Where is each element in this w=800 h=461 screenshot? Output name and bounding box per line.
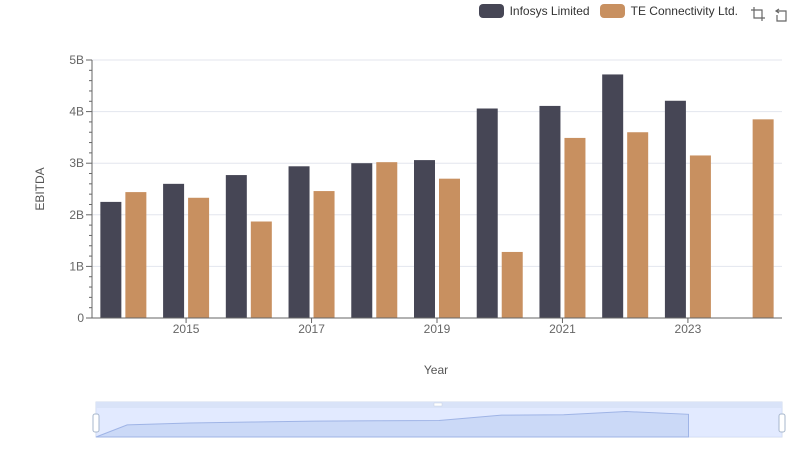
bar-te-connectivity-2019[interactable] <box>439 178 460 318</box>
y-axis: 0 1B 2B 3B 4B 5B <box>69 53 93 325</box>
x-tick-label: 2021 <box>549 322 576 336</box>
bar-infosys-2015[interactable] <box>163 183 185 318</box>
zoom-preview-line <box>95 410 689 438</box>
legend-label-te-connectivity: TE Connectivity Ltd. <box>630 4 738 18</box>
bar-te-connectivity-2018[interactable] <box>376 162 398 318</box>
zoom-right-handle[interactable] <box>778 413 786 433</box>
x-tick-label: 2015 <box>173 322 200 336</box>
y-axis-label: EBITDA <box>33 167 47 210</box>
x-axis: 2015 2017 2019 2021 2023 <box>92 317 782 336</box>
x-tick-label: 2017 <box>298 322 325 336</box>
legend-swatch-te-connectivity <box>599 4 625 18</box>
bar-infosys-2014[interactable] <box>100 201 122 318</box>
x-tick-label: 2023 <box>675 322 702 336</box>
bar-te-connectivity-2024[interactable] <box>752 119 774 318</box>
legend: Infosys Limited TE Connectivity Ltd. <box>478 4 738 18</box>
bars <box>100 74 774 318</box>
bar-te-connectivity-2022[interactable] <box>627 132 649 318</box>
bar-te-connectivity-2023[interactable] <box>689 155 711 318</box>
zoom-move-handle[interactable] <box>433 402 443 407</box>
y-tick-label: 5B <box>69 53 84 67</box>
bar-infosys-2020[interactable] <box>476 108 498 318</box>
zoom-icon[interactable] <box>750 6 766 22</box>
bar-te-connectivity-2021[interactable] <box>564 137 586 318</box>
bar-infosys-2018[interactable] <box>351 163 373 318</box>
bar-infosys-2017[interactable] <box>288 166 310 318</box>
y-tick-label: 0 <box>77 311 84 325</box>
bar-te-connectivity-2014[interactable] <box>125 192 147 318</box>
restore-icon[interactable] <box>774 6 790 22</box>
legend-swatch-infosys <box>478 4 504 18</box>
x-tick-label: 2019 <box>424 322 451 336</box>
bar-te-connectivity-2017[interactable] <box>313 191 335 318</box>
bar-infosys-2022[interactable] <box>602 74 624 318</box>
bar-infosys-2016[interactable] <box>225 175 247 318</box>
bar-infosys-2019[interactable] <box>414 160 435 318</box>
y-tick-label: 3B <box>69 156 84 170</box>
bar-te-connectivity-2015[interactable] <box>188 197 210 318</box>
legend-item-infosys[interactable]: Infosys Limited <box>478 4 590 18</box>
zoom-left-handle[interactable] <box>92 413 100 433</box>
y-tick-label: 1B <box>69 259 84 273</box>
data-zoom-slider[interactable] <box>92 401 786 438</box>
y-tick-label: 2B <box>69 208 84 222</box>
legend-item-te-connectivity[interactable]: TE Connectivity Ltd. <box>599 4 738 18</box>
legend-label-infosys: Infosys Limited <box>509 4 590 18</box>
x-axis-label: Year <box>424 363 448 377</box>
bar-te-connectivity-2016[interactable] <box>250 221 272 318</box>
toolbox <box>750 6 790 22</box>
y-tick-label: 4B <box>69 105 84 119</box>
bar-te-connectivity-2020[interactable] <box>501 251 523 318</box>
bar-infosys-2023[interactable] <box>664 100 686 318</box>
bar-infosys-2021[interactable] <box>539 105 561 318</box>
